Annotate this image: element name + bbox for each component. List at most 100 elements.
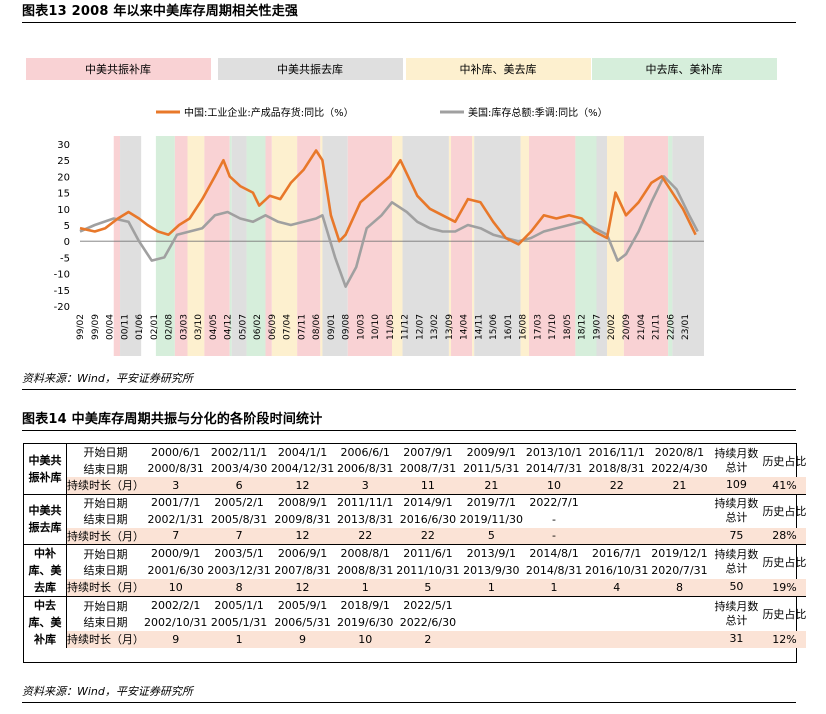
total-label: 持续月数总计 (714, 497, 759, 524)
x-tick-label: 09/08 (342, 314, 352, 340)
table-cell: 2014/9/1 (403, 496, 453, 510)
table-cell: 2005/1/1 (214, 599, 264, 612)
table-cell: 21 (459, 477, 524, 495)
phase-band (229, 136, 232, 356)
table-row: 持续时长（月） 9 1 9 10 2 31 12% (24, 630, 807, 648)
phase-band (155, 136, 175, 356)
group-label: 中美共振补库 (24, 444, 67, 495)
phase-legend-swatch (218, 58, 403, 80)
table-cell: 2013/9/1 (466, 547, 517, 560)
x-tick-label: 00/04 (106, 314, 116, 340)
table-cell: 2018/9/1 (340, 599, 390, 612)
table-cell (648, 494, 710, 511)
table-cell: 3 (334, 477, 397, 495)
table-cell: 12 (270, 578, 335, 597)
y-tick-label: 5 (64, 221, 70, 232)
table-cell: 22 (585, 477, 649, 495)
x-tick-label: 18/05 (563, 314, 573, 340)
phase-band (322, 136, 348, 356)
table-cell: 9 (144, 630, 208, 648)
table-cell: 2005/9/1 (277, 599, 328, 612)
table-cell: 1 (523, 578, 586, 597)
x-tick-label: 21/04 (637, 314, 647, 340)
phase-legend-label: 中美共振去库 (277, 62, 343, 76)
series-legend-label: 中国:工业企业:产成品存货:同比（%） (184, 106, 354, 119)
x-tick-label: 14/11 (474, 314, 484, 340)
x-tick-label: 06/09 (268, 314, 278, 340)
table-cell: 11 (396, 477, 460, 495)
y-tick-label: -20 (54, 302, 70, 313)
total-label: 持续月数总计 (714, 446, 759, 474)
phase-band (265, 136, 272, 356)
table-cell: - (552, 512, 557, 526)
table-cell: 2006/8/31 (337, 462, 394, 476)
table-cell: 1 (334, 578, 397, 597)
table-cell: 2022/7/1 (529, 496, 579, 510)
x-tick-label: 16/08 (519, 314, 529, 340)
table-frame (23, 443, 797, 663)
y-tick-label: 25 (57, 156, 70, 167)
table-cell: 6 (207, 477, 271, 495)
table-cell: 22 (334, 527, 397, 545)
row-label: 结束日期 (83, 616, 128, 630)
table-cell: 2019/12/1 (651, 547, 708, 560)
table-cell (648, 527, 711, 545)
table-cell: 2014/8/31 (525, 563, 583, 577)
y-tick-label: 30 (57, 140, 70, 151)
x-tick-label: 02/01 (150, 314, 160, 340)
row-label: 持续时长（月） (66, 630, 144, 648)
share-value: 12% (762, 630, 807, 648)
x-tick-label: 01/06 (135, 314, 145, 340)
table-row: 持续时长（月） 3 6 12 3 11 21 10 22 21 109 41% (24, 477, 807, 495)
row-label: 开始日期 (83, 496, 128, 510)
table-cell: 5 (459, 527, 524, 545)
phase-bands (113, 136, 704, 356)
phase-band (174, 136, 188, 356)
share-value: 41% (762, 477, 807, 495)
table-cell (459, 630, 524, 648)
table-cell: 2008/8/1 (340, 547, 390, 560)
phase-band (474, 136, 521, 356)
y-tick-label: 10 (57, 205, 70, 216)
table-cell: 2004/12/31 (270, 462, 335, 476)
table-cell: 2016/7/1 (592, 547, 642, 560)
table-row: 中去库、美补库 开始日期 2002/2/1 2005/1/1 2005/9/1 2018/… (24, 596, 806, 648)
share-label: 历史占比 (762, 454, 807, 468)
series-line (79, 149, 697, 246)
table-cell (523, 630, 586, 648)
table-cell: 2011/6/1 (403, 547, 453, 560)
table-cell: 7 (144, 527, 208, 545)
table-cell (585, 527, 649, 545)
x-tick-label: 14/04 (460, 314, 470, 340)
phase-legend-swatch (26, 58, 211, 80)
phase-legend-label: 中美共振补库 (85, 62, 151, 76)
x-tick-label: 07/04 (283, 314, 293, 340)
phase-band (297, 136, 321, 356)
table-cell: 2011/10/31 (396, 563, 460, 577)
table-cell: 2003/4/30 (210, 462, 268, 476)
row-label: 结束日期 (83, 462, 128, 476)
table-cell: 3 (144, 477, 208, 495)
table-cell: 2003/5/1 (214, 547, 264, 560)
table-cell: 2000/8/31 (147, 462, 204, 476)
y-tick-label: -10 (54, 270, 70, 281)
x-tick-label: 20/02 (607, 314, 617, 340)
table-cell: 2007/9/1 (403, 445, 453, 459)
table-cell: 2014/8/1 (529, 547, 579, 560)
x-tick-label: 05/07 (238, 314, 248, 340)
x-tick-label: 11/12 (401, 314, 411, 340)
x-tick-label: 07/11 (297, 314, 307, 340)
table-cell (523, 614, 585, 631)
table-cell: 2009/9/1 (466, 445, 517, 459)
table-cell: 2013/9/30 (463, 563, 520, 577)
row-label: 开始日期 (83, 446, 128, 460)
x-tick-label: 02/08 (165, 314, 175, 340)
table-cell: 2002/2/1 (151, 599, 201, 612)
phase-band (529, 136, 576, 356)
total-label: 持续月数总计 (714, 547, 759, 575)
table-cell: 10 (334, 630, 397, 648)
y-tick-label: 0 (64, 237, 70, 248)
x-tick-label: 23/01 (681, 314, 691, 340)
table-row: 结束日期 2000/8/31 2003/4/30 2004/12/31 2006/8/3… (24, 461, 806, 478)
row-label: 持续时长（月） (66, 527, 144, 545)
